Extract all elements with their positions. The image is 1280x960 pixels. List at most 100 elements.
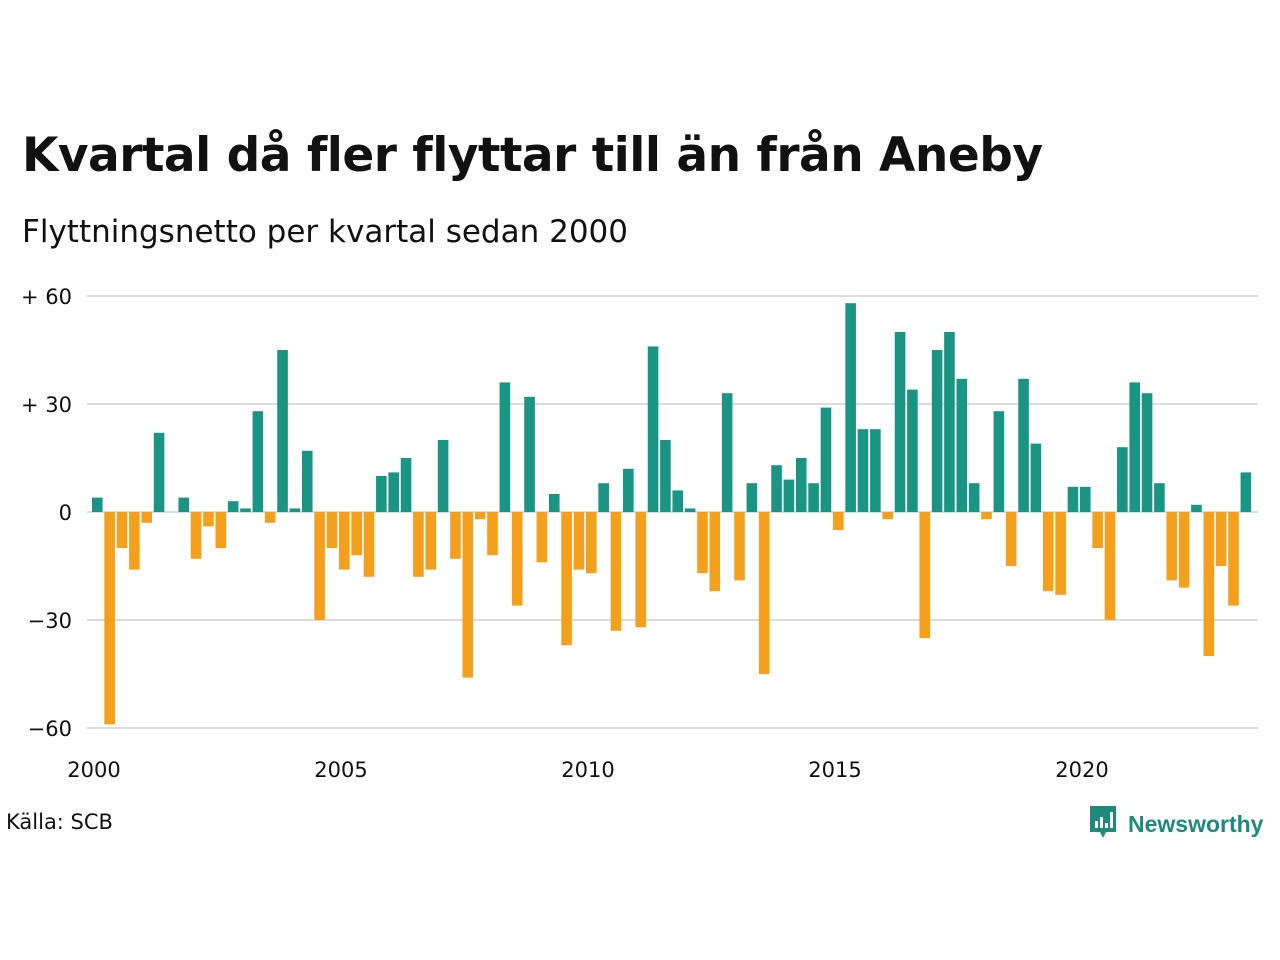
bar	[1117, 447, 1128, 512]
bar	[351, 512, 362, 556]
bar	[1228, 512, 1239, 606]
bar	[635, 512, 646, 628]
bar	[363, 512, 375, 577]
bar	[573, 512, 585, 570]
bar	[116, 512, 128, 548]
bar	[1154, 483, 1165, 512]
bar	[1178, 512, 1190, 588]
bar	[178, 497, 190, 512]
bar	[153, 432, 165, 512]
bar	[289, 508, 301, 512]
bar	[586, 512, 597, 574]
bar	[1005, 512, 1017, 566]
bar	[1080, 486, 1091, 512]
bar	[623, 468, 634, 512]
chart-subtitle: Flyttningsnetto per kvartal sedan 2000	[22, 214, 628, 250]
bar	[376, 476, 387, 512]
bar	[1141, 393, 1153, 512]
bar	[1191, 504, 1202, 512]
source-note: Källa: SCB	[6, 810, 113, 834]
bar	[400, 458, 412, 512]
bar	[388, 472, 399, 512]
bar	[956, 378, 968, 512]
bar	[981, 512, 992, 520]
bar	[487, 512, 498, 556]
bar	[758, 512, 770, 674]
bar	[536, 512, 548, 563]
bar	[264, 512, 276, 523]
chart-title: Kvartal då fler flyttar till än från Ane…	[22, 128, 1043, 183]
bar	[92, 497, 103, 512]
bar	[1030, 443, 1042, 512]
bar	[1129, 382, 1140, 512]
bar	[771, 465, 782, 512]
bar	[301, 450, 313, 512]
bar	[524, 396, 535, 512]
bar	[104, 512, 115, 725]
x-tick-label: 2010	[561, 758, 614, 782]
bar	[1018, 378, 1029, 512]
bar	[808, 483, 819, 512]
x-tick-label: 2015	[808, 758, 861, 782]
x-tick-label: 2000	[67, 758, 120, 782]
bar	[215, 512, 227, 548]
bar	[1055, 512, 1066, 595]
bar	[450, 512, 461, 559]
bar	[968, 483, 980, 512]
bar	[721, 393, 733, 512]
bar	[1203, 512, 1215, 656]
bar	[845, 303, 856, 512]
bar	[684, 508, 696, 512]
bar	[833, 512, 844, 530]
bar	[820, 407, 832, 512]
bar	[548, 494, 560, 512]
bar	[1092, 512, 1103, 548]
bar	[511, 512, 523, 606]
bar	[1240, 472, 1252, 512]
bar	[795, 458, 807, 512]
bar	[870, 429, 881, 512]
bar	[783, 479, 795, 512]
bar	[1215, 512, 1227, 566]
bar	[672, 490, 684, 512]
bar	[252, 411, 264, 512]
bar	[709, 512, 721, 592]
bar	[746, 483, 758, 512]
y-axis-ticks: + 60 + 30 0 −30 −60	[21, 285, 72, 741]
bar	[894, 332, 906, 512]
bar	[339, 512, 350, 570]
bar	[1104, 512, 1116, 620]
bar	[993, 411, 1005, 512]
bar	[203, 512, 214, 527]
bar	[499, 382, 511, 512]
bar	[697, 512, 708, 574]
x-tick-label: 2005	[314, 758, 367, 782]
bar	[647, 346, 659, 512]
bar	[425, 512, 437, 570]
bar	[314, 512, 325, 620]
brand-logo: Newsworthy	[1088, 804, 1263, 844]
bar	[610, 512, 622, 631]
bar	[227, 501, 239, 512]
bar	[462, 512, 474, 678]
bar	[931, 350, 943, 512]
bar	[907, 389, 918, 512]
bar	[561, 512, 572, 646]
newsworthy-logo-icon	[1088, 804, 1118, 844]
bar	[660, 440, 671, 512]
y-tick-label: −60	[28, 717, 72, 741]
bar	[944, 332, 955, 512]
bar	[919, 512, 931, 638]
bar	[857, 429, 869, 512]
bar	[1166, 512, 1178, 581]
x-axis-ticks: 2000 2005 2010 2015 2020	[67, 758, 1108, 782]
bar	[1067, 486, 1079, 512]
bar	[240, 508, 251, 512]
y-tick-label: + 30	[21, 393, 72, 417]
x-tick-label: 2020	[1055, 758, 1108, 782]
bar	[129, 512, 140, 570]
y-tick-label: 0	[59, 501, 72, 525]
bar	[882, 512, 893, 520]
bar	[277, 350, 288, 512]
bar	[734, 512, 745, 581]
